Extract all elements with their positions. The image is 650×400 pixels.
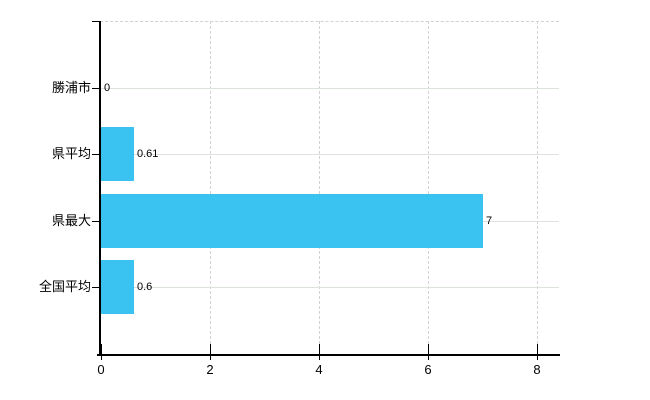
value-label: 0: [104, 82, 111, 94]
y-axis-end-tick: [92, 21, 99, 22]
value-label: 0.6: [137, 281, 153, 293]
horizontal-gridline: [100, 154, 559, 155]
y-axis-tick: [92, 221, 99, 222]
x-axis-line: [97, 354, 560, 356]
category-label: 勝浦市: [51, 80, 91, 95]
category-label: 県最大: [51, 213, 91, 228]
value-label: 0.61: [137, 148, 159, 160]
plot-top-border: [100, 21, 559, 22]
value-label: 7: [486, 215, 493, 227]
vertical-gridline: [537, 21, 538, 354]
vertical-gridline: [319, 21, 320, 354]
y-axis-tick: [92, 287, 99, 288]
x-axis-tick: [537, 344, 538, 360]
x-axis-tick: [319, 344, 320, 360]
y-axis-tick: [92, 154, 99, 155]
horizontal-gridline: [100, 88, 559, 89]
bar: [101, 260, 134, 314]
x-axis-tick: [210, 344, 211, 360]
category-label: 県平均: [51, 146, 91, 161]
horizontal-gridline: [100, 287, 559, 288]
x-tick-label: 6: [424, 362, 432, 377]
category-label: 全国平均: [38, 279, 91, 294]
x-tick-label: 4: [315, 362, 323, 377]
vertical-gridline: [428, 21, 429, 354]
y-axis-tick: [92, 88, 99, 89]
x-axis-tick: [428, 344, 429, 360]
x-tick-label: 8: [533, 362, 541, 377]
vertical-gridline: [210, 21, 211, 354]
x-tick-label: 0: [97, 362, 105, 377]
bar: [101, 127, 134, 181]
bar: [101, 194, 483, 248]
x-tick-label: 2: [206, 362, 214, 377]
x-axis-tick: [101, 344, 102, 360]
y-axis-line: [99, 21, 101, 356]
